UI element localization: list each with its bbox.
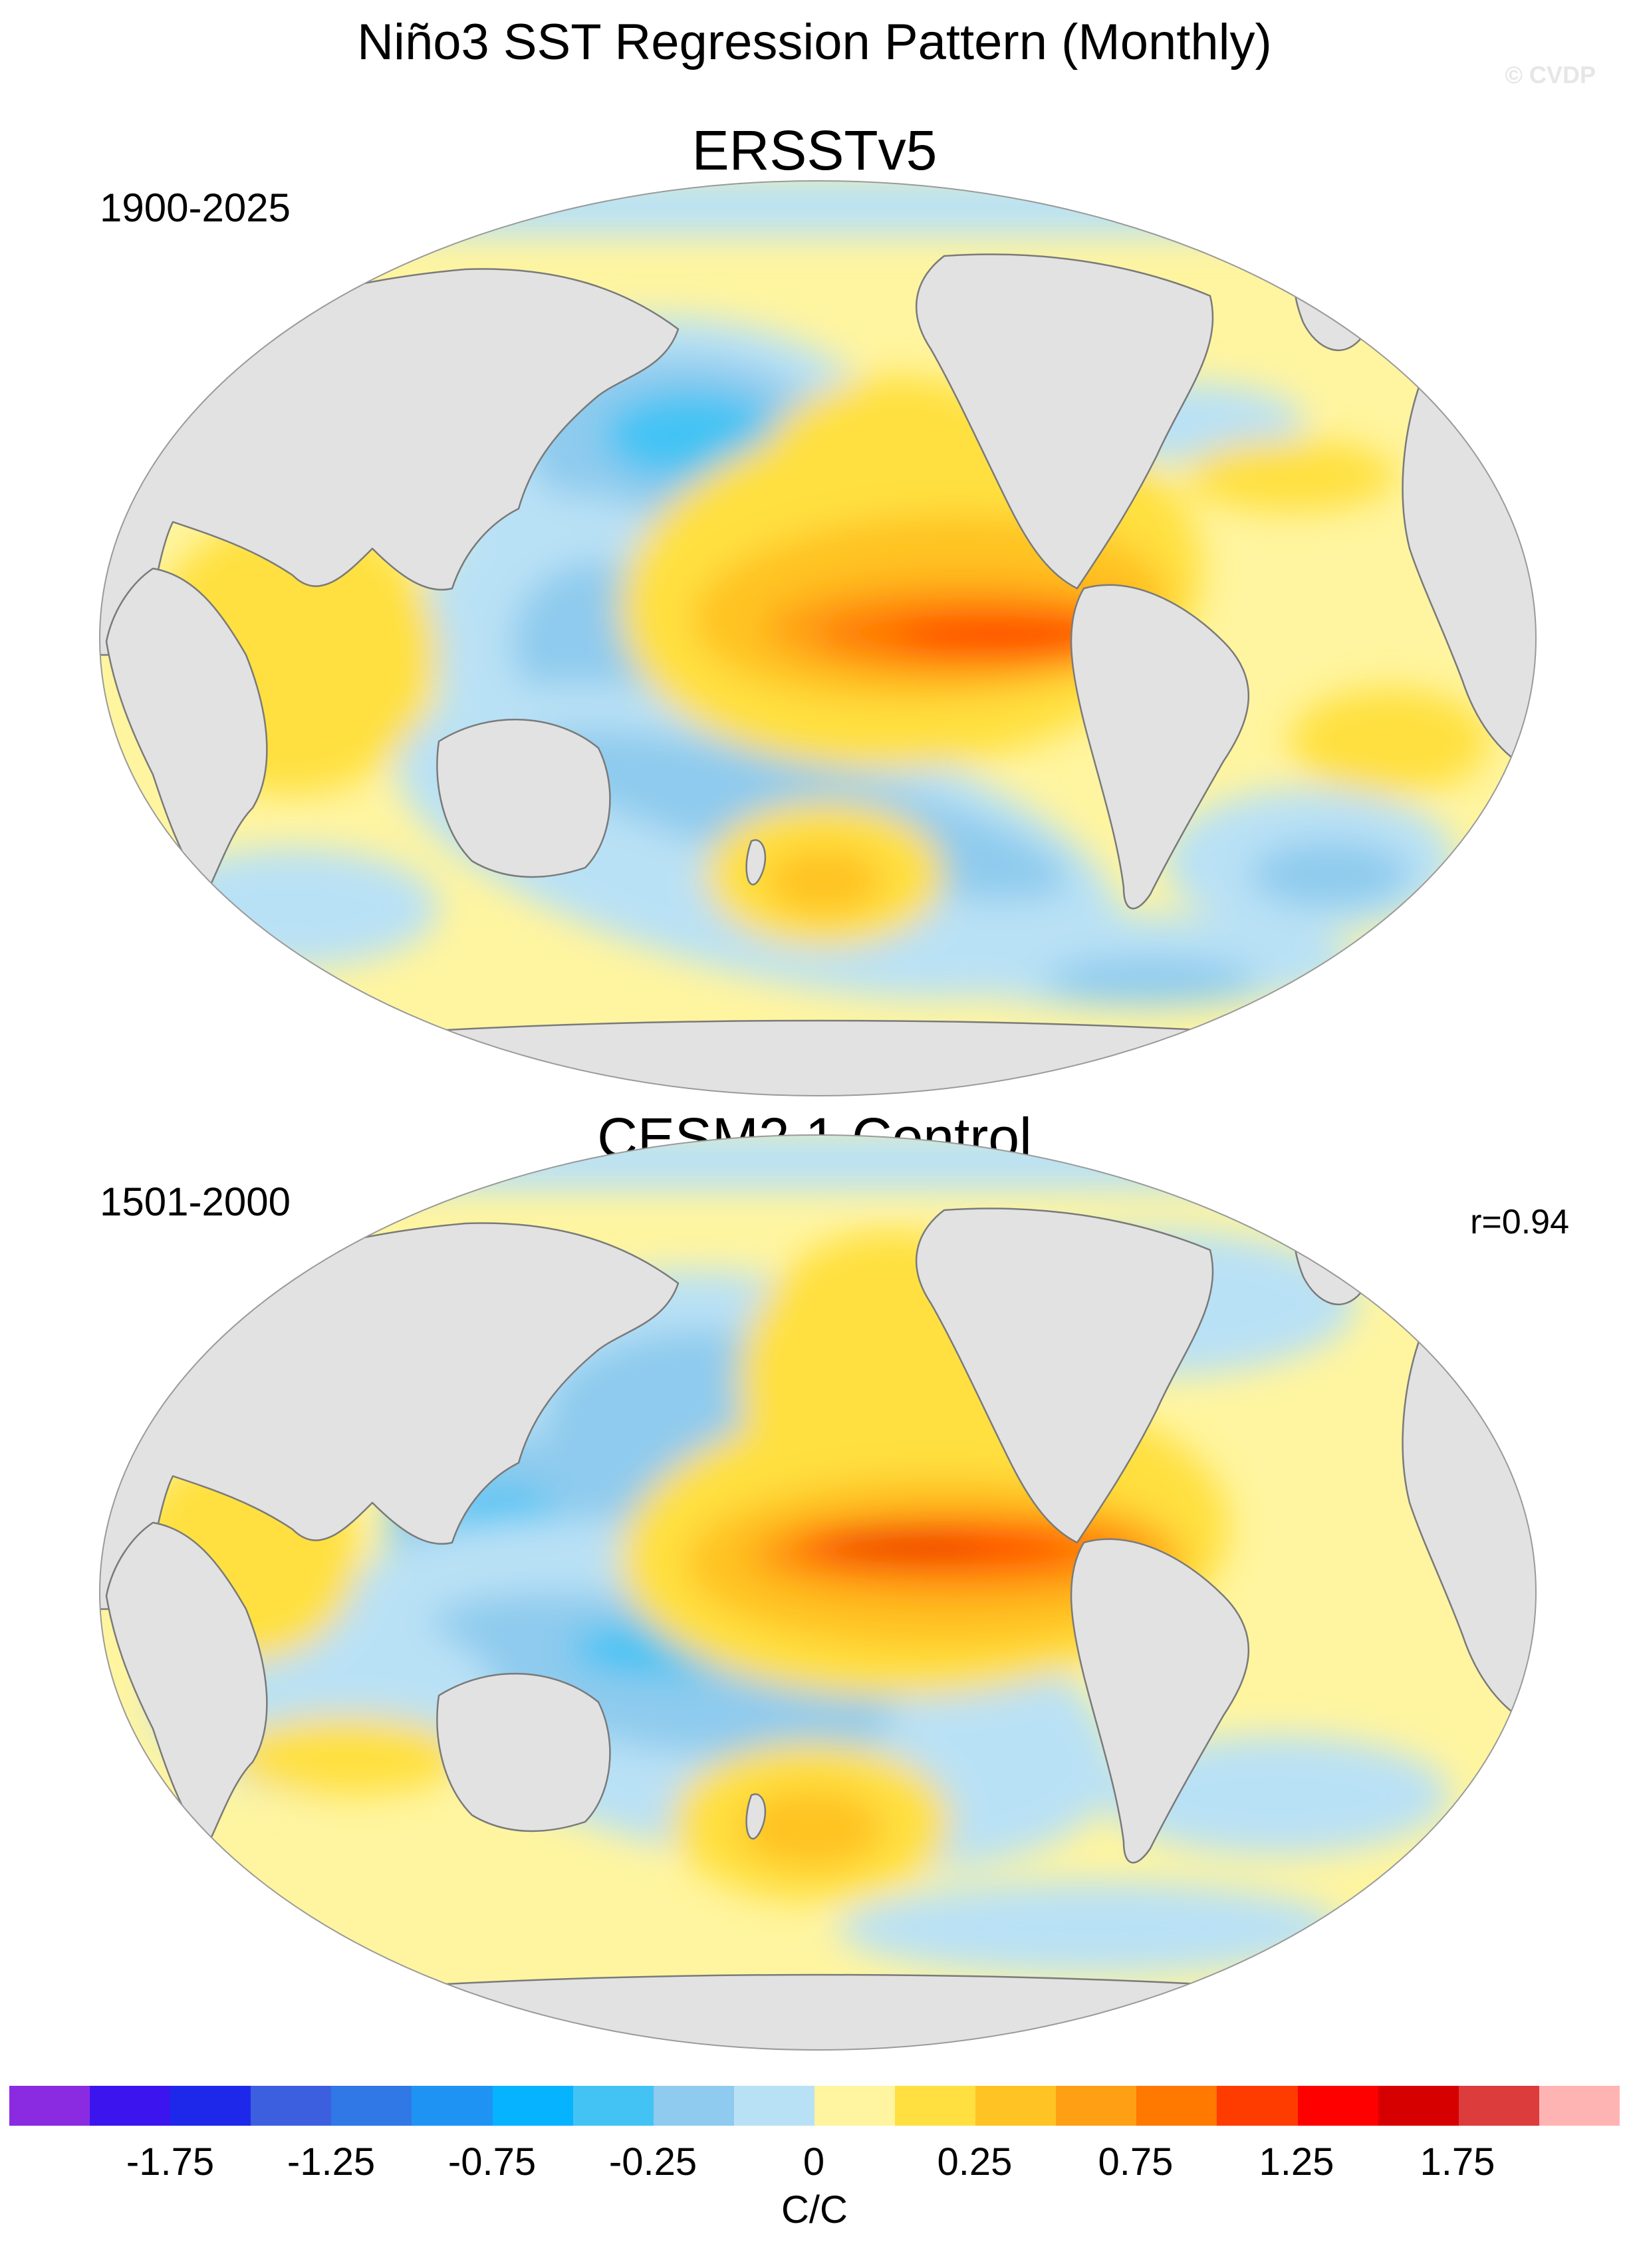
north-america-land xyxy=(916,1207,1214,1544)
panel-2-map xyxy=(99,1134,1537,2051)
map-border xyxy=(99,1134,1537,2051)
figure-title: Niño3 SST Regression Pattern (Monthly) xyxy=(357,14,1272,70)
colorbar-swatch xyxy=(814,2086,896,2126)
colorbar-swatch xyxy=(572,2086,654,2126)
panel-1-title: ERSSTv5 xyxy=(691,119,938,182)
panel-2-period: 1501-2000 xyxy=(100,1180,291,1224)
antarctica-land xyxy=(100,1973,1536,2050)
colorbar-units: C/C xyxy=(781,2188,848,2231)
colorbar-swatch xyxy=(1539,2086,1620,2126)
colorbar-tick: 0.75 xyxy=(1098,2140,1174,2184)
colorbar-tick: -1.25 xyxy=(287,2140,376,2184)
colorbar-swatch xyxy=(1297,2086,1378,2126)
watermark: © CVDP xyxy=(1505,61,1596,88)
colorbar-swatch xyxy=(1056,2086,1137,2126)
colorbar-swatch xyxy=(9,2086,90,2126)
colorbar-tick: 0 xyxy=(803,2140,825,2184)
colorbar-swatch xyxy=(331,2086,412,2126)
enso-warm-150 xyxy=(824,1539,984,1553)
colorbar xyxy=(9,2086,1620,2126)
colorbar-tick: 0.25 xyxy=(937,2140,1013,2184)
south-america-land xyxy=(1070,1538,1250,1864)
colorbar-swatch xyxy=(895,2086,976,2126)
map-border xyxy=(99,180,1537,1096)
north-atlantic-warm xyxy=(1184,439,1396,512)
south-atlantic-warm xyxy=(1290,688,1489,795)
arctic-cool xyxy=(100,181,1536,236)
antarctica-land xyxy=(100,1019,1536,1096)
colorbar-tick: 1.25 xyxy=(1259,2140,1334,2184)
south-america-land xyxy=(1070,584,1250,910)
australia-land xyxy=(436,718,611,878)
colorbar-swatch xyxy=(733,2086,814,2126)
southern-ocean-cool xyxy=(838,1882,1343,1975)
colorbar-swatch xyxy=(1217,2086,1298,2126)
colorbar-swatch xyxy=(1136,2086,1217,2126)
panel-1-map xyxy=(99,180,1537,1096)
new-zealand-land xyxy=(745,839,767,886)
colorbar-swatch xyxy=(1378,2086,1459,2126)
panel-1-period: 1900-2025 xyxy=(100,186,291,230)
north-america-land xyxy=(916,253,1214,590)
colorbar-swatch xyxy=(492,2086,573,2126)
colorbar-swatch xyxy=(653,2086,734,2126)
colorbar-swatch xyxy=(170,2086,251,2126)
colorbar-swatch xyxy=(90,2086,171,2126)
enso-warm-100 xyxy=(891,620,1117,650)
panel-2-correlation: r=0.94 xyxy=(1470,1203,1569,1241)
australia-land xyxy=(436,1672,611,1832)
colorbar-tick: -1.75 xyxy=(126,2140,215,2184)
colorbar-tick: -0.25 xyxy=(608,2140,697,2184)
colorbar-tick: -0.75 xyxy=(447,2140,537,2184)
colorbar-swatch xyxy=(412,2086,493,2126)
colorbar-swatch xyxy=(251,2086,332,2126)
new-zealand-land xyxy=(745,1793,767,1840)
arctic-cool xyxy=(100,1135,1536,1190)
colorbar-swatch xyxy=(975,2086,1057,2126)
colorbar-swatch xyxy=(1458,2086,1539,2126)
colorbar-tick: 1.75 xyxy=(1420,2140,1495,2184)
